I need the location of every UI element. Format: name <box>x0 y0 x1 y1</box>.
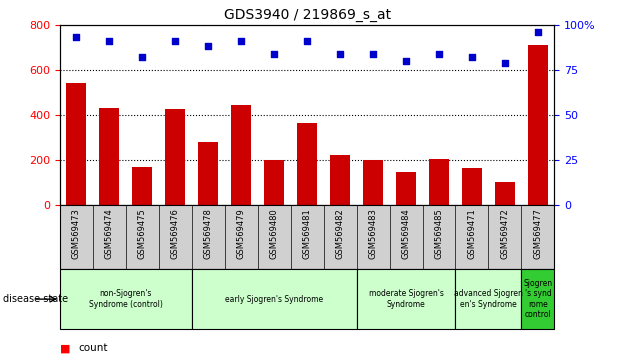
Bar <box>231 105 251 205</box>
Text: Sjogren
's synd
rome
control: Sjogren 's synd rome control <box>524 279 553 319</box>
Point <box>236 38 246 44</box>
Text: GSM569474: GSM569474 <box>105 209 114 259</box>
Text: GSM569482: GSM569482 <box>336 209 345 259</box>
Bar <box>462 168 482 205</box>
Bar <box>60 205 554 269</box>
Bar <box>100 108 119 205</box>
Text: non-Sjogren's
Syndrome (control): non-Sjogren's Syndrome (control) <box>89 290 163 309</box>
Bar <box>396 172 416 205</box>
Point <box>335 51 345 57</box>
Text: ■: ■ <box>60 343 71 353</box>
Point <box>302 38 312 44</box>
Bar <box>522 269 554 329</box>
Text: GSM569476: GSM569476 <box>171 209 180 259</box>
Text: GSM569481: GSM569481 <box>302 209 312 259</box>
Text: GSM569480: GSM569480 <box>270 209 278 259</box>
Point <box>203 44 213 49</box>
Text: count: count <box>79 343 108 353</box>
Text: advanced Sjogren
en's Syndrome: advanced Sjogren en's Syndrome <box>454 290 523 309</box>
Bar <box>132 167 152 205</box>
Text: GSM569473: GSM569473 <box>72 209 81 259</box>
Text: GSM569475: GSM569475 <box>138 209 147 259</box>
Point <box>500 60 510 65</box>
Point <box>434 51 444 57</box>
Bar <box>60 269 192 329</box>
Text: GSM569471: GSM569471 <box>467 209 476 259</box>
Bar <box>495 182 515 205</box>
Point <box>467 55 477 60</box>
Bar <box>198 142 218 205</box>
Point <box>269 51 279 57</box>
Text: GSM569483: GSM569483 <box>369 209 377 259</box>
Bar <box>455 269 522 329</box>
Bar <box>165 109 185 205</box>
Text: GSM569477: GSM569477 <box>534 209 542 259</box>
Text: disease state: disease state <box>3 294 68 304</box>
Bar <box>429 159 449 205</box>
Bar <box>363 160 383 205</box>
Title: GDS3940 / 219869_s_at: GDS3940 / 219869_s_at <box>224 8 391 22</box>
Point <box>533 29 543 35</box>
Point <box>71 35 81 40</box>
Bar <box>66 84 86 205</box>
Bar <box>357 269 455 329</box>
Text: moderate Sjogren's
Syndrome: moderate Sjogren's Syndrome <box>369 290 444 309</box>
Text: GSM569485: GSM569485 <box>435 209 444 259</box>
Point <box>137 55 147 60</box>
Text: GSM569484: GSM569484 <box>401 209 411 259</box>
Bar <box>297 123 317 205</box>
Bar <box>192 269 357 329</box>
Bar <box>330 155 350 205</box>
Point <box>105 38 115 44</box>
Text: early Sjogren's Syndrome: early Sjogren's Syndrome <box>225 295 323 304</box>
Point <box>170 38 180 44</box>
Text: GSM569472: GSM569472 <box>500 209 510 259</box>
Bar <box>528 45 548 205</box>
Text: GSM569478: GSM569478 <box>203 209 213 259</box>
Point <box>401 58 411 64</box>
Text: GSM569479: GSM569479 <box>237 209 246 259</box>
Point <box>368 51 378 57</box>
Bar <box>264 160 284 205</box>
